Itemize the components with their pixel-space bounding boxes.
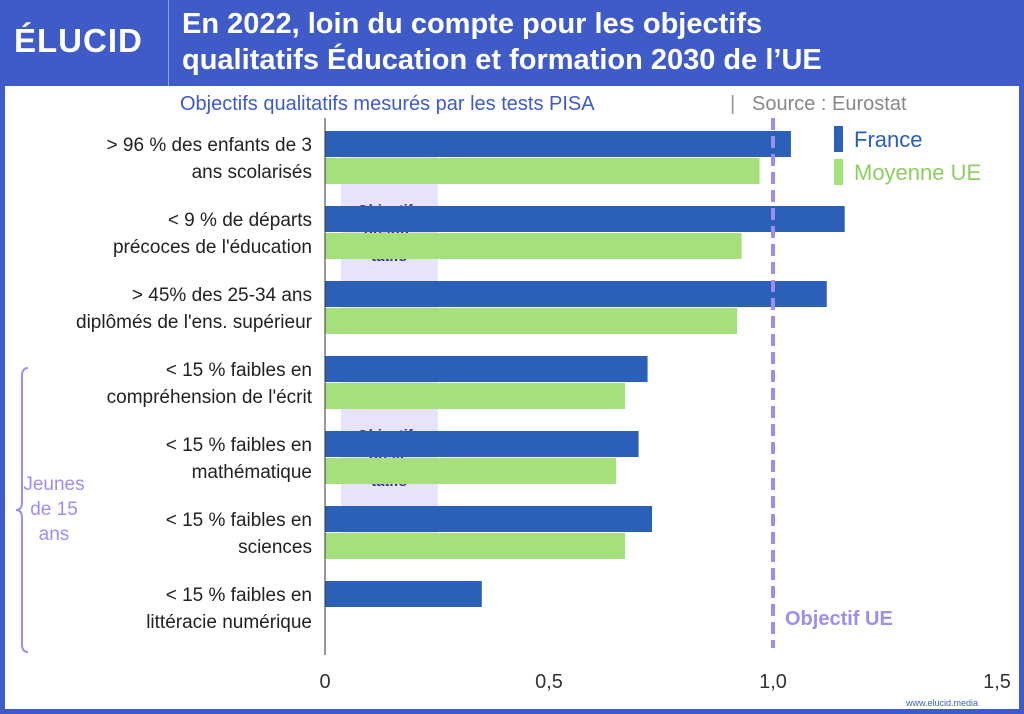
bar-chart: Objectifs qualitatifs mesurés par les te… [15,93,1011,693]
category-label: > 96 % des enfants de 3 [107,135,312,156]
brace [15,367,29,653]
category-label: < 15 % faibles en [166,360,312,381]
header: ÉLUCID En 2022, loin du compte pour les … [0,0,1024,86]
header-divider [168,0,169,86]
category-label: ans scolarisés [192,162,312,183]
category-label: littéracie numérique [146,612,312,633]
chart-title: En 2022, loin du compte pour les objecti… [182,6,1012,78]
title-line-2: qualitatifs Éducation et formation 2030 … [182,44,822,76]
x-tick-label: 0,5 [535,671,563,693]
bar-france [325,281,827,307]
bar-france [325,581,482,607]
category-label: < 15 % faibles en [166,585,312,606]
bar-moyenne-ue [325,308,738,334]
category-label: sciences [238,537,312,558]
legend-label: Moyenne UE [854,160,981,185]
category-label: < 15 % faibles en [166,435,312,456]
bar-france [325,131,791,157]
x-tick-label: 1,0 [759,671,787,693]
category-label: > 45% des 25-34 ans [132,285,312,306]
x-tick-label: 0 [319,671,330,693]
brace-label: de 15 [30,499,78,520]
bar-moyenne-ue [325,458,617,484]
category-label: diplômés de l'ens. supérieur [76,312,313,333]
legend-swatch [834,159,843,185]
subtitle-separator: | [730,93,735,115]
category-label: compréhension de l'écrit [107,387,313,408]
brace-label: Jeunes [23,474,84,495]
category-label: précoces de l'éducation [113,237,312,258]
category-label: mathématique [192,462,312,483]
title-line-1: En 2022, loin du compte pour les objecti… [182,8,763,40]
target-label: Objectif UE [785,608,893,630]
legend-label: France [854,127,922,152]
brace-label: ans [39,524,70,545]
legend-swatch [834,126,843,152]
bar-moyenne-ue [325,533,626,559]
website-footer: www.elucid.media [905,698,978,708]
bar-france [325,506,653,532]
bar-moyenne-ue [325,383,626,409]
x-tick-label: 1,5 [983,671,1011,693]
category-label: < 9 % de départs [168,210,312,231]
subtitle: Objectifs qualitatifs mesurés par les te… [180,93,595,115]
source: Source : Eurostat [752,93,907,115]
category-label: < 15 % faibles en [166,510,312,531]
bar-france [325,431,639,457]
chart-panel: Objectifs qualitatifs mesurés par les te… [5,86,1019,709]
bar-france [325,206,845,232]
bar-france [325,356,648,382]
bar-moyenne-ue [325,158,760,184]
elucid-logo: ÉLUCID [14,22,143,59]
bar-moyenne-ue [325,233,742,259]
